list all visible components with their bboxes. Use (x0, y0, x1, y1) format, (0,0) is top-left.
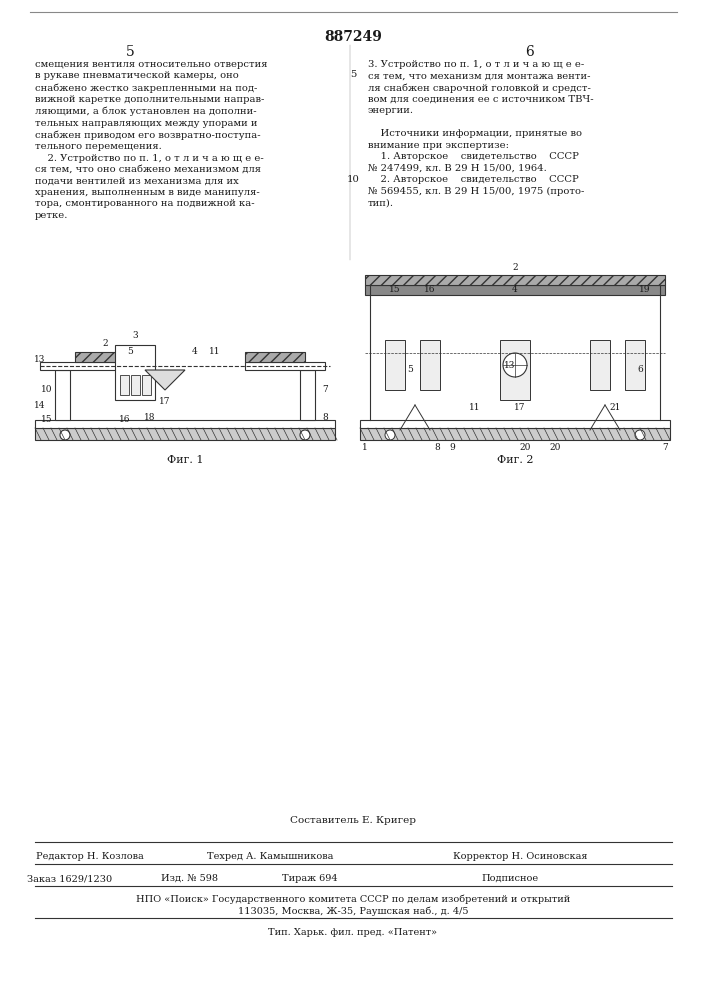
Text: 7: 7 (322, 385, 328, 394)
Text: 16: 16 (119, 416, 131, 424)
Text: 13: 13 (35, 356, 46, 364)
Text: 887249: 887249 (324, 30, 382, 44)
Text: 13: 13 (504, 360, 515, 369)
Text: НПО «Поиск» Государственного комитета СССР по делам изобретений и открытий: НПО «Поиск» Государственного комитета СС… (136, 895, 570, 904)
Bar (115, 345, 155, 400)
Text: 8: 8 (322, 414, 328, 422)
Text: Тираж 694: Тираж 694 (282, 874, 338, 883)
Bar (300, 370, 315, 420)
Text: 21: 21 (609, 403, 621, 412)
Text: 5: 5 (407, 365, 413, 374)
Text: 17: 17 (514, 403, 526, 412)
Text: 3. Устройство по п. 1, о т л и ч а ю щ е е-
ся тем, что механизм для монтажа вен: 3. Устройство по п. 1, о т л и ч а ю щ е… (368, 60, 594, 207)
Text: 6: 6 (637, 365, 643, 374)
Bar (245, 362, 325, 370)
Text: 19: 19 (639, 286, 650, 294)
Bar (40, 362, 120, 370)
Bar (365, 285, 665, 295)
Text: 10: 10 (346, 175, 359, 184)
Text: 20: 20 (549, 444, 561, 452)
Bar (75, 352, 135, 362)
Text: Фиг. 2: Фиг. 2 (497, 455, 533, 465)
Text: 17: 17 (159, 397, 171, 406)
Text: смещения вентиля относительно отверстия
в рукаве пневматической камеры, оно
снаб: смещения вентиля относительно отверстия … (35, 60, 267, 220)
Text: 2: 2 (103, 340, 107, 349)
Text: 7: 7 (662, 444, 668, 452)
Text: Составитель Е. Кригер: Составитель Е. Кригер (290, 816, 416, 825)
Text: Фиг. 1: Фиг. 1 (167, 455, 203, 465)
Text: 113035, Москва, Ж-35, Раушская наб., д. 4/5: 113035, Москва, Ж-35, Раушская наб., д. … (238, 907, 468, 916)
Bar (365, 275, 665, 285)
Text: 10: 10 (41, 385, 53, 394)
Text: Подписное: Подписное (481, 874, 539, 883)
Text: 8: 8 (434, 444, 440, 452)
Bar (35, 428, 335, 440)
Bar (360, 428, 670, 440)
Text: Заказ 1629/1230: Заказ 1629/1230 (28, 874, 112, 883)
Text: 5: 5 (126, 45, 134, 59)
Text: 14: 14 (34, 400, 46, 410)
Circle shape (503, 353, 527, 377)
Text: 18: 18 (144, 414, 156, 422)
Text: 2: 2 (512, 262, 518, 271)
Text: Техред А. Камышникова: Техред А. Камышникова (207, 852, 333, 861)
Text: 6: 6 (525, 45, 534, 59)
Polygon shape (145, 370, 185, 390)
Text: Изд. № 598: Изд. № 598 (161, 874, 218, 883)
Bar (590, 340, 610, 390)
Text: Корректор Н. Осиновская: Корректор Н. Осиновская (452, 852, 588, 861)
Text: 16: 16 (424, 286, 436, 294)
Text: 4: 4 (192, 348, 198, 357)
Bar (120, 375, 129, 395)
Bar (131, 375, 140, 395)
Text: 5: 5 (127, 348, 133, 357)
Circle shape (635, 430, 645, 440)
Text: 15: 15 (389, 286, 401, 294)
Bar (420, 340, 440, 390)
Circle shape (300, 430, 310, 440)
Bar (625, 340, 645, 390)
Text: 11: 11 (209, 348, 221, 357)
Text: 4: 4 (512, 286, 518, 294)
Text: 20: 20 (520, 444, 531, 452)
Text: Редактор Н. Козлова: Редактор Н. Козлова (36, 852, 144, 861)
Circle shape (385, 430, 395, 440)
Circle shape (60, 430, 70, 440)
Text: Тип. Харьк. фил. пред. «Патент»: Тип. Харьк. фил. пред. «Патент» (269, 928, 438, 937)
Bar (245, 352, 305, 362)
Text: 5: 5 (350, 70, 356, 79)
Text: 1: 1 (362, 444, 368, 452)
Bar (500, 340, 530, 400)
Text: 9: 9 (449, 444, 455, 452)
Bar (55, 370, 70, 420)
Bar (360, 420, 670, 428)
Bar (385, 340, 405, 390)
Bar (142, 375, 151, 395)
Text: 15: 15 (41, 416, 53, 424)
Bar (35, 420, 335, 428)
Text: 11: 11 (469, 403, 481, 412)
Text: 3: 3 (132, 330, 138, 340)
